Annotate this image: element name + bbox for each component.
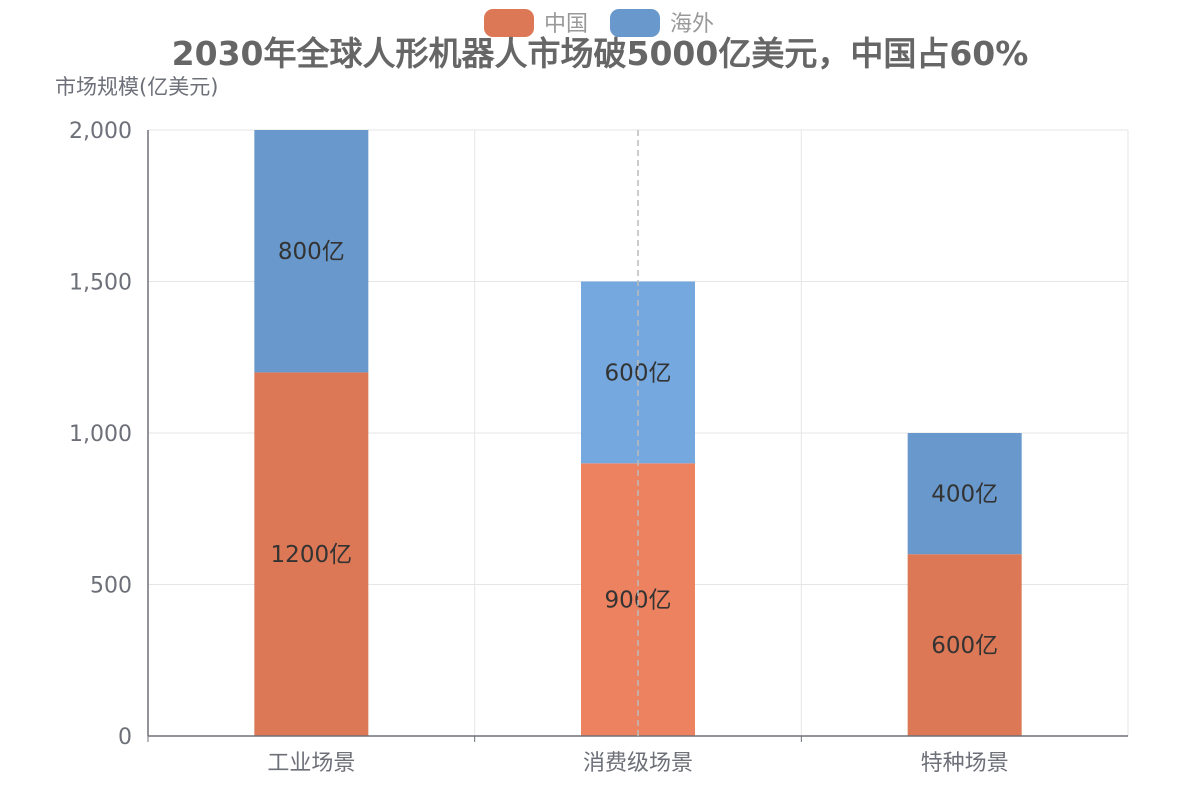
legend-swatch[interactable] — [484, 9, 534, 37]
legend-label[interactable]: 海外 — [670, 12, 714, 37]
legend[interactable]: 中国 海外 — [484, 9, 714, 37]
y-tick-label: 1,000 — [69, 422, 132, 447]
bar-segment[interactable] — [907, 433, 1022, 555]
bar-value-label: 1200亿 — [271, 542, 353, 568]
y-tick-label: 500 — [90, 574, 132, 599]
bar-value-label: 400亿 — [931, 482, 998, 508]
bar-segment[interactable] — [254, 372, 369, 736]
chart-title: 2030年全球人形机器人市场破5000亿美元，中国占60% — [172, 34, 1029, 73]
legend-label[interactable]: 中国 — [544, 12, 588, 37]
x-tick-label: 工业场景 — [267, 751, 355, 776]
bar-segment[interactable] — [907, 554, 1022, 736]
bars — [254, 130, 1022, 736]
legend-swatch[interactable] — [610, 9, 660, 37]
bar-segment[interactable] — [254, 130, 369, 373]
bar-value-label: 600亿 — [931, 633, 998, 659]
x-tick-label: 消费级场景 — [583, 751, 693, 776]
x-tick-label: 特种场景 — [921, 751, 1009, 776]
y-axis-label: 市场规模(亿美元) — [55, 75, 218, 99]
bar-value-label: 800亿 — [278, 239, 345, 265]
y-tick-label: 0 — [118, 725, 132, 750]
y-tick-label: 2,000 — [69, 119, 132, 144]
y-tick-label: 1,500 — [69, 271, 132, 296]
